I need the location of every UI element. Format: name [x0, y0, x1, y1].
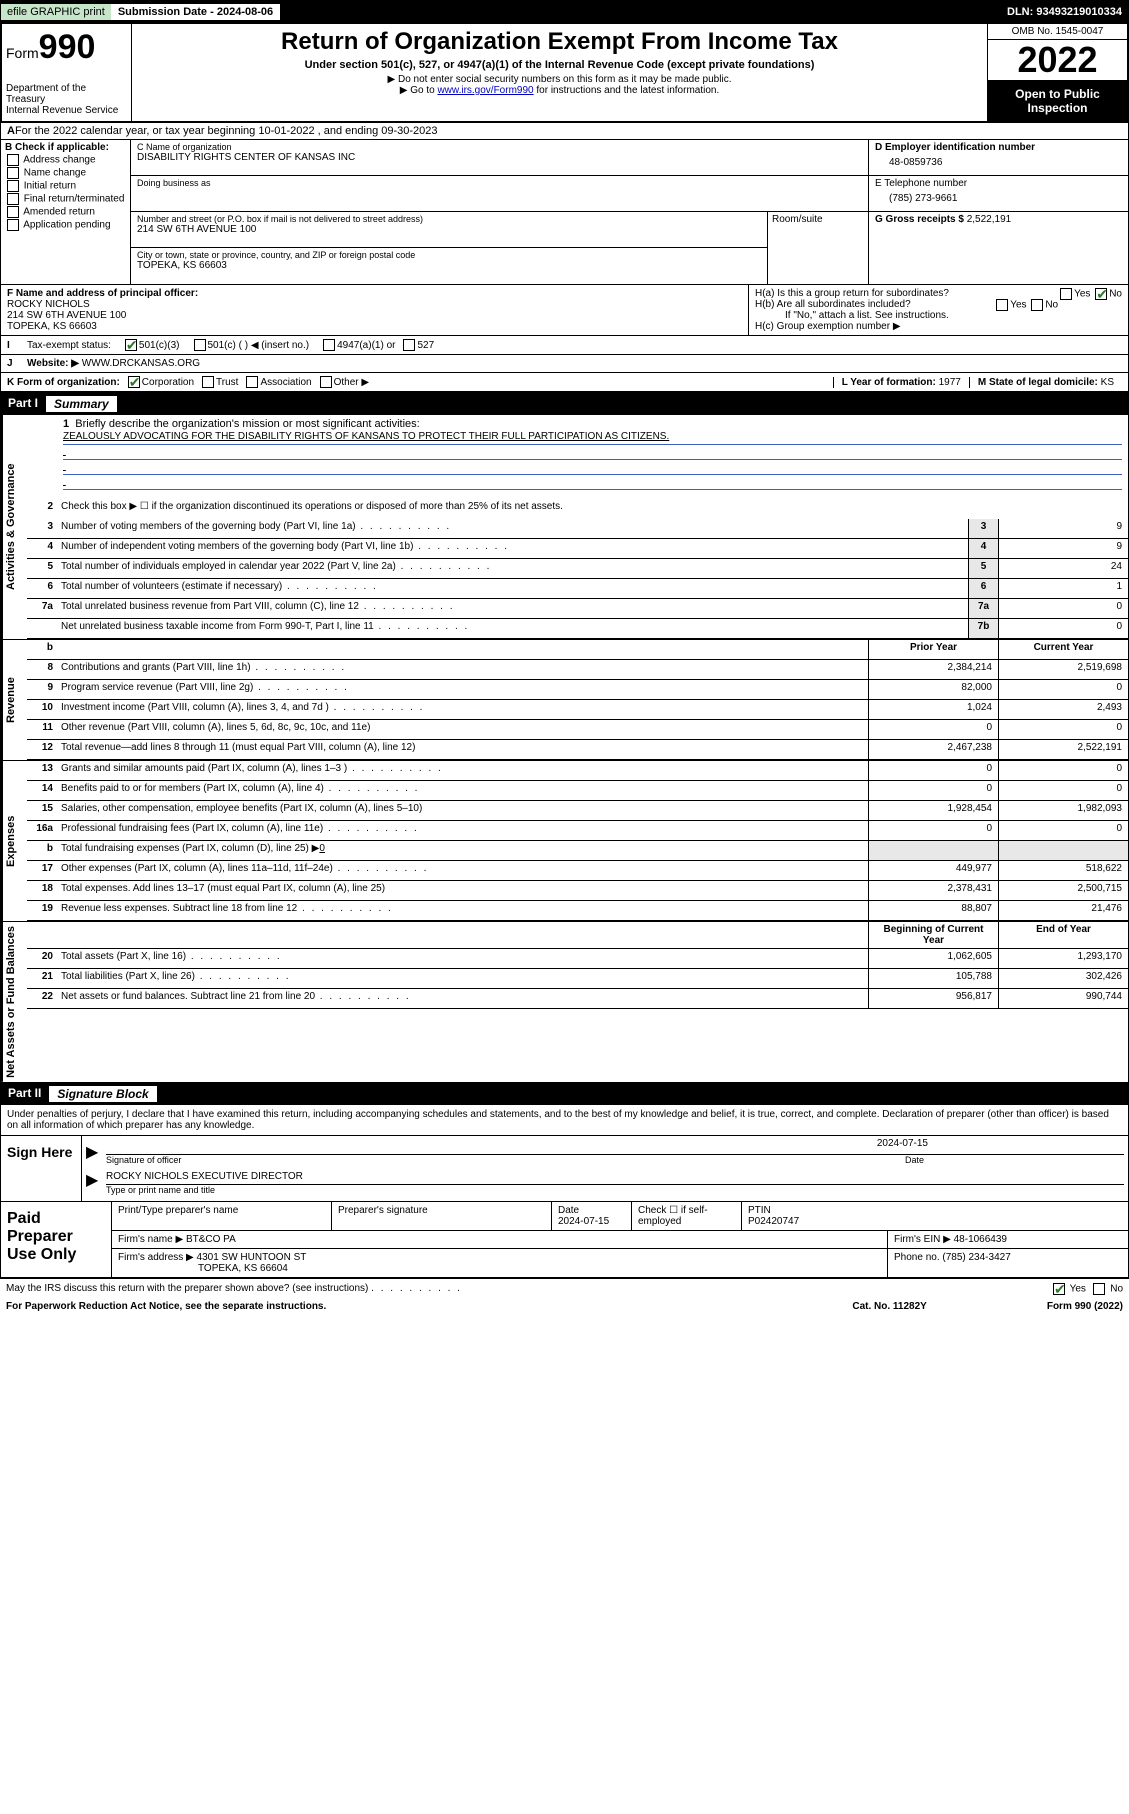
ha: H(a) Is this a group return for subordin… — [755, 288, 1122, 299]
e-lbl: E Telephone number — [875, 178, 1122, 189]
hb: H(b) Are all subordinates included? Yes … — [755, 299, 1122, 310]
g-lbl: G Gross receipts $ — [875, 214, 967, 225]
side-revenue: Revenue — [1, 640, 27, 760]
ein: 48-0859736 — [875, 153, 1122, 168]
telephone: (785) 273-9661 — [875, 189, 1122, 204]
hc: H(c) Group exemption number ▶ — [755, 321, 1122, 332]
mission-q: 1 Briefly describe the organization's mi… — [63, 418, 1122, 430]
paid-preparer: Paid Preparer Use Only Print/Type prepar… — [0, 1202, 1129, 1278]
chk-amended[interactable]: Amended return — [5, 206, 126, 218]
line2: Check this box ▶ ☐ if the organization d… — [57, 499, 1128, 519]
gross-receipts: 2,522,191 — [967, 214, 1012, 225]
expenses: Expenses 13Grants and similar amounts pa… — [0, 761, 1129, 922]
net-assets: Net Assets or Fund Balances Beginning of… — [0, 922, 1129, 1083]
officer-name: ROCKY NICHOLS — [7, 299, 742, 310]
website[interactable]: WWW.DRCKANSAS.ORG — [82, 358, 200, 369]
f-lbl: F Name and address of principal officer: — [7, 288, 742, 299]
efile-label[interactable]: efile GRAPHIC print — [1, 4, 112, 20]
footer-discuss: May the IRS discuss this return with the… — [0, 1278, 1129, 1299]
sign-here: Sign Here ▶ 2024-07-15 Signature of offi… — [0, 1136, 1129, 1202]
line3: Number of voting members of the governin… — [57, 519, 968, 538]
chk-address-change[interactable]: Address change — [5, 154, 126, 166]
form-number: Form990 — [6, 28, 127, 67]
city-lbl: City or town, state or province, country… — [137, 250, 761, 260]
omb: OMB No. 1545-0047 — [988, 24, 1127, 40]
chk-application-pending[interactable]: Application pending — [5, 219, 126, 231]
firm-name: BT&CO PA — [186, 1234, 236, 1245]
room-lbl: Room/suite — [768, 212, 868, 284]
officer-addr2: TOPEKA, KS 66603 — [7, 321, 742, 332]
city: TOPEKA, KS 66603 — [137, 260, 761, 271]
revenue: Revenue bPrior YearCurrent Year 8Contrib… — [0, 640, 1129, 761]
chk-other[interactable] — [320, 376, 332, 388]
form-title: Return of Organization Exempt From Incom… — [140, 28, 979, 56]
officer-name-title: ROCKY NICHOLS EXECUTIVE DIRECTOR — [106, 1171, 1124, 1182]
addr-lbl: Number and street (or P.O. box if mail i… — [137, 214, 761, 224]
d-lbl: D Employer identification number — [875, 142, 1122, 153]
side-net: Net Assets or Fund Balances — [1, 922, 27, 1082]
chk-discuss-yes[interactable] — [1053, 1283, 1065, 1295]
chk-initial-return[interactable]: Initial return — [5, 180, 126, 192]
hb-note: If "No," attach a list. See instructions… — [755, 310, 1122, 321]
chk-501c[interactable] — [194, 339, 206, 351]
chk-4947[interactable] — [323, 339, 335, 351]
block-f-h: F Name and address of principal officer:… — [0, 285, 1129, 336]
b-header: B Check if applicable: — [5, 142, 126, 153]
line-k-l-m: K Form of organization: Corporation Trus… — [0, 373, 1129, 393]
chk-trust[interactable] — [202, 376, 214, 388]
line-i: ITax-exempt status: 501(c)(3) 501(c) ( )… — [0, 336, 1129, 355]
line-j: JWebsite: ▶ WWW.DRCKANSAS.ORG — [0, 355, 1129, 373]
activities-governance: Activities & Governance 1 Briefly descri… — [0, 415, 1129, 640]
chk-name-change[interactable]: Name change — [5, 167, 126, 179]
side-activities: Activities & Governance — [1, 415, 27, 639]
c-name-lbl: C Name of organization — [137, 142, 862, 152]
block-b-c-d: B Check if applicable: Address change Na… — [0, 140, 1129, 285]
chk-final-return[interactable]: Final return/terminated — [5, 193, 126, 205]
addr: 214 SW 6TH AVENUE 100 — [137, 224, 761, 235]
topbar: efile GRAPHIC print Submission Date - 20… — [0, 0, 1129, 24]
chk-501c3[interactable] — [125, 339, 137, 351]
part2-header: Part IISignature Block — [0, 1083, 1129, 1105]
chk-discuss-no[interactable] — [1093, 1283, 1105, 1295]
header-note2: ▶ Go to www.irs.gov/Form990 for instruct… — [140, 85, 979, 96]
irs-label: Internal Revenue Service — [6, 105, 127, 116]
org-name: DISABILITY RIGHTS CENTER OF KANSAS INC — [137, 152, 862, 163]
part1-header: Part ISummary — [0, 393, 1129, 415]
tax-year: 2022 — [988, 40, 1127, 81]
submission-date: Submission Date - 2024-08-06 — [112, 4, 280, 20]
year-formation: 1977 — [939, 377, 961, 388]
mission-text: ZEALOUSLY ADVOCATING FOR THE DISABILITY … — [63, 431, 1122, 445]
footer-bottom: For Paperwork Reduction Act Notice, see … — [0, 1299, 1129, 1314]
header-under: Under section 501(c), 527, or 4947(a)(1)… — [140, 59, 979, 71]
chk-assoc[interactable] — [246, 376, 258, 388]
dept-label: Department of the Treasury — [6, 83, 127, 105]
side-expenses: Expenses — [1, 761, 27, 921]
form-header: Form990 Department of the Treasury Inter… — [0, 24, 1129, 123]
col-b: B Check if applicable: Address change Na… — [1, 140, 131, 284]
dba-lbl: Doing business as — [137, 178, 862, 188]
perjury-text: Under penalties of perjury, I declare th… — [0, 1105, 1129, 1136]
state-domicile: KS — [1101, 377, 1114, 388]
open-public: Open to Public Inspection — [988, 81, 1127, 121]
irs-link[interactable]: www.irs.gov/Form990 — [437, 85, 533, 96]
dln: DLN: 93493219010334 — [1001, 4, 1128, 20]
val3: 9 — [998, 519, 1128, 538]
chk-corp[interactable] — [128, 376, 140, 388]
header-note1: ▶ Do not enter social security numbers o… — [140, 74, 979, 85]
sig-date: 2024-07-15 — [877, 1138, 928, 1149]
line-a: A For the 2022 calendar year, or tax yea… — [0, 123, 1129, 140]
chk-527[interactable] — [403, 339, 415, 351]
officer-addr1: 214 SW 6TH AVENUE 100 — [7, 310, 742, 321]
